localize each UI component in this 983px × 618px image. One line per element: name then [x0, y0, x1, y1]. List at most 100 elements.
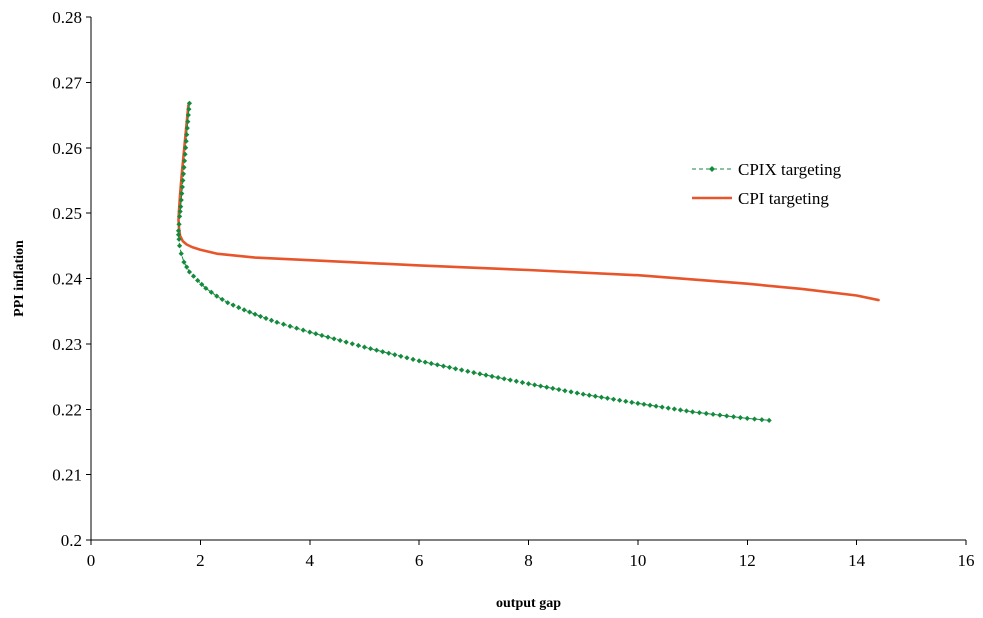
data-point-cpix-targeting	[343, 339, 349, 345]
data-point-cpix-targeting	[179, 184, 185, 190]
data-point-cpix-targeting	[176, 236, 182, 242]
data-point-cpix-targeting	[495, 374, 501, 381]
y-tick-label: 0.27	[52, 73, 82, 92]
y-tick-label: 0.2	[61, 531, 82, 550]
data-point-cpix-targeting	[647, 402, 653, 408]
data-point-cpix-targeting	[592, 393, 598, 399]
data-point-cpix-targeting	[361, 344, 368, 350]
data-point-cpix-targeting	[696, 410, 702, 416]
data-point-cpix-targeting	[181, 164, 187, 170]
data-point-cpix-targeting	[623, 398, 629, 404]
x-tick-label: 8	[524, 551, 533, 570]
x-axis-ticks: 0 2 4 6 8 10 12 14 16	[87, 540, 975, 570]
data-point-cpix-targeting	[744, 415, 750, 421]
data-point-cpix-targeting	[236, 304, 242, 311]
data-point-cpix-targeting	[280, 321, 287, 327]
data-point-cpix-targeting	[203, 285, 209, 291]
x-tick-label: 16	[958, 551, 975, 570]
data-point-cpix-targeting	[717, 412, 723, 418]
y-axis-ticks: 0.2 0.21 0.22 0.23 0.24 0.25 0.26 0.27 0.28	[52, 8, 91, 550]
y-tick-label: 0.28	[52, 8, 82, 27]
data-point-cpix-targeting	[180, 171, 187, 177]
data-point-cpix-targeting	[208, 289, 214, 295]
x-tick-label: 6	[415, 551, 424, 570]
y-axis-title: PPI inflation	[12, 240, 27, 317]
data-point-cpix-targeting	[177, 208, 183, 215]
data-point-cpix-targeting	[186, 100, 193, 106]
data-point-cpix-targeting	[183, 138, 189, 144]
data-point-cpix-targeting	[677, 407, 684, 413]
data-point-cpix-targeting	[179, 190, 185, 197]
data-point-cpix-targeting	[513, 378, 519, 384]
y-tick-label: 0.26	[52, 139, 82, 158]
data-point-cpix-targeting	[186, 106, 192, 112]
legend-label-cpix-targeting: CPIX targeting	[738, 160, 842, 179]
y-tick-label: 0.21	[52, 466, 82, 485]
legend-marker-cpix-targeting	[709, 166, 715, 172]
data-point-cpix-targeting	[689, 409, 696, 415]
data-point-cpix-targeting	[274, 319, 280, 325]
data-point-cpix-targeting	[635, 400, 641, 406]
data-point-cpix-targeting	[246, 309, 253, 315]
data-point-cpix-targeting	[556, 386, 562, 393]
x-tick-label: 10	[629, 551, 646, 570]
data-point-cpix-targeting	[313, 331, 319, 337]
data-point-cpix-targeting	[287, 323, 293, 329]
data-point-cpix-targeting	[367, 346, 374, 352]
data-point-cpix-targeting	[373, 347, 380, 353]
data-point-cpix-targeting	[434, 362, 440, 368]
data-point-cpix-targeting	[519, 379, 526, 386]
data-point-cpix-targeting	[355, 342, 361, 349]
data-point-cpix-targeting	[659, 404, 665, 410]
data-point-cpix-targeting	[184, 132, 190, 138]
data-point-cpix-targeting	[186, 269, 193, 275]
data-point-cpix-targeting	[410, 356, 416, 362]
data-point-cpix-targeting	[176, 243, 183, 249]
data-point-cpix-targeting	[766, 417, 772, 423]
x-tick-label: 0	[87, 551, 96, 570]
data-point-cpix-targeting	[307, 329, 313, 335]
y-tick-label: 0.22	[52, 400, 82, 419]
data-point-cpix-targeting	[562, 388, 568, 394]
data-point-cpix-targeting	[538, 383, 544, 389]
data-point-cpix-targeting	[180, 177, 186, 184]
legend-label-cpi-targeting: CPI targeting	[738, 189, 829, 208]
data-point-cpix-targeting	[416, 358, 422, 364]
data-point-cpix-targeting	[199, 281, 205, 287]
data-point-cpix-targeting	[319, 332, 325, 339]
data-point-cpix-targeting	[507, 377, 513, 383]
data-point-cpix-targeting	[175, 232, 182, 238]
legend-item-cpix-targeting: CPIX targeting	[692, 160, 842, 179]
data-point-cpix-targeting	[294, 325, 300, 331]
series-cpix-targeting	[175, 100, 772, 423]
legend-item-cpi-targeting: CPI targeting	[692, 189, 829, 208]
x-tick-label: 12	[739, 551, 756, 570]
data-point-cpix-targeting	[219, 296, 225, 303]
data-point-cpix-targeting	[550, 385, 556, 391]
data-point-cpix-targeting	[586, 392, 592, 398]
data-point-cpix-targeting	[257, 313, 264, 320]
data-point-cpix-targeting	[751, 416, 758, 422]
data-point-cpix-targeting	[465, 368, 471, 374]
data-point-cpix-targeting	[617, 397, 623, 403]
data-point-cpix-targeting	[724, 413, 730, 419]
data-point-cpix-targeting	[671, 406, 677, 412]
axes	[90, 17, 966, 541]
data-point-cpix-targeting	[181, 158, 188, 164]
data-point-cpix-targeting	[404, 355, 410, 361]
data-point-cpix-targeting	[263, 315, 269, 321]
data-point-cpix-targeting	[471, 370, 477, 376]
data-point-cpix-targeting	[176, 221, 182, 227]
data-point-cpix-targeting	[759, 417, 765, 423]
data-point-cpix-targeting	[598, 394, 605, 400]
y-tick-label: 0.25	[52, 204, 82, 223]
data-point-cpix-targeting	[653, 403, 659, 409]
data-point-cpix-targeting	[580, 391, 586, 397]
data-point-cpix-targeting	[184, 264, 190, 270]
data-point-cpix-targeting	[268, 317, 275, 323]
data-point-cpix-targeting	[184, 125, 190, 131]
data-point-cpix-targeting	[683, 408, 690, 414]
data-point-cpix-targeting	[185, 119, 191, 125]
